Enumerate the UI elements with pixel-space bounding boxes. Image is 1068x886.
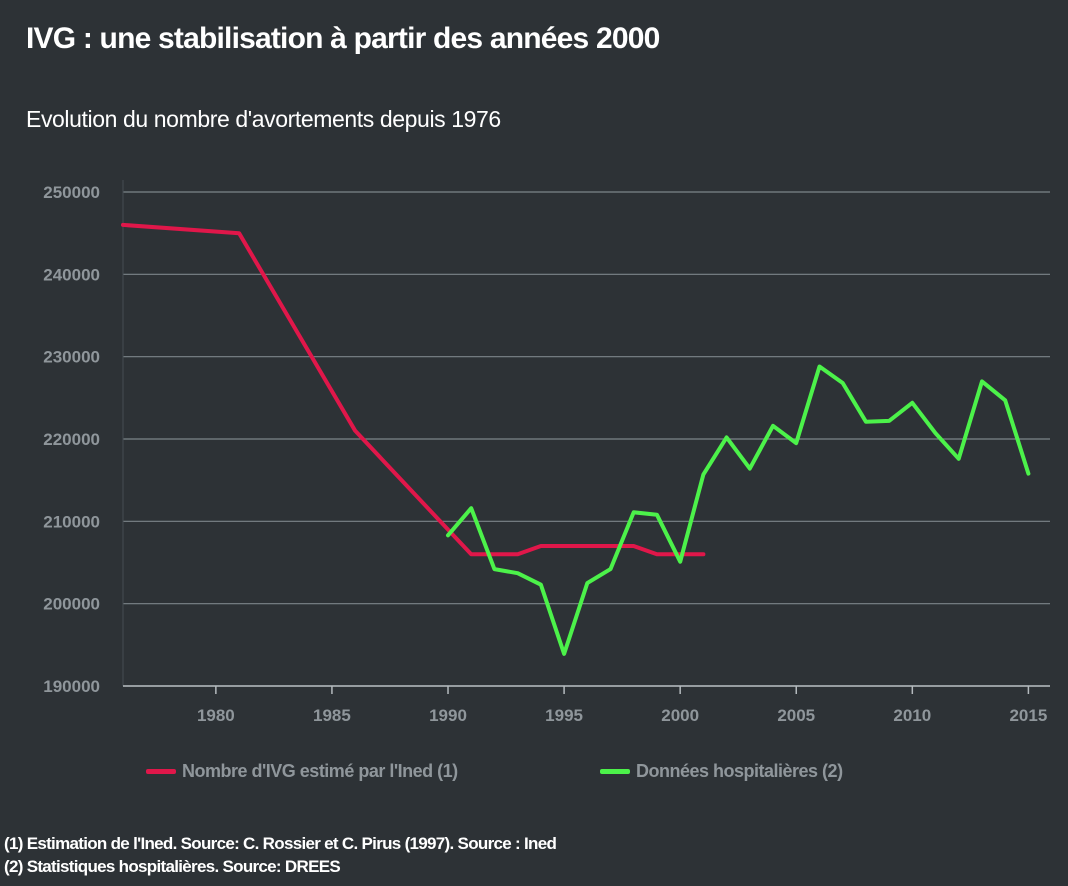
x-tick-label-2005: 2005 xyxy=(777,706,815,725)
x-tick-label-1985: 1985 xyxy=(313,706,351,725)
y-tick-label-200000: 200000 xyxy=(43,595,100,614)
legend-label-hospital: Données hospitalières (2) xyxy=(636,760,843,781)
y-tick-label-190000: 190000 xyxy=(43,677,100,696)
y-tick-label-250000: 250000 xyxy=(43,183,100,202)
y-tick-label-210000: 210000 xyxy=(43,512,100,531)
legend-label-ined: Nombre d'IVG estimé par l'Ined (1) xyxy=(182,760,458,781)
gridlines xyxy=(122,180,1050,687)
footnotes: (1) Estimation de l'Ined. Source: C. Ros… xyxy=(4,832,557,878)
legend-item-ined: Nombre d'IVG estimé par l'Ined (1) xyxy=(146,757,458,785)
footnote-ined-source: (1) Estimation de l'Ined. Source: C. Ros… xyxy=(4,834,557,853)
x-tick-label-1980: 1980 xyxy=(197,706,235,725)
chart-title: IVG : une stabilisation à partir des ann… xyxy=(26,22,660,55)
y-tick-label-240000: 240000 xyxy=(43,265,100,284)
legend-swatch-ined xyxy=(146,768,176,774)
x-tick-label-1990: 1990 xyxy=(429,706,467,725)
series-line-hospital xyxy=(446,364,1031,656)
series-lines xyxy=(121,222,1031,656)
x-tick-label-2015: 2015 xyxy=(1009,706,1047,725)
y-tick-label-230000: 230000 xyxy=(43,348,100,367)
legend-item-hospital: Données hospitalières (2) xyxy=(600,757,843,785)
x-axis-tick-labels: 1980 1985 1990 1995 2000 2005 2010 2015 xyxy=(197,686,1047,725)
chart-subtitle: Evolution du nombre d'avortements depuis… xyxy=(26,106,501,132)
x-tick-label-1995: 1995 xyxy=(545,706,583,725)
series-line-ined xyxy=(121,222,706,557)
footnote-drees-source: (2) Statistiques hospitalières. Source: … xyxy=(4,857,341,876)
legend-swatch-hospital xyxy=(600,768,630,774)
x-tick-label-2000: 2000 xyxy=(661,706,699,725)
y-axis-tick-labels: 190000 200000 210000 220000 230000 240000 2500… xyxy=(43,183,100,696)
y-tick-label-220000: 220000 xyxy=(43,430,100,449)
x-tick-label-2010: 2010 xyxy=(893,706,931,725)
